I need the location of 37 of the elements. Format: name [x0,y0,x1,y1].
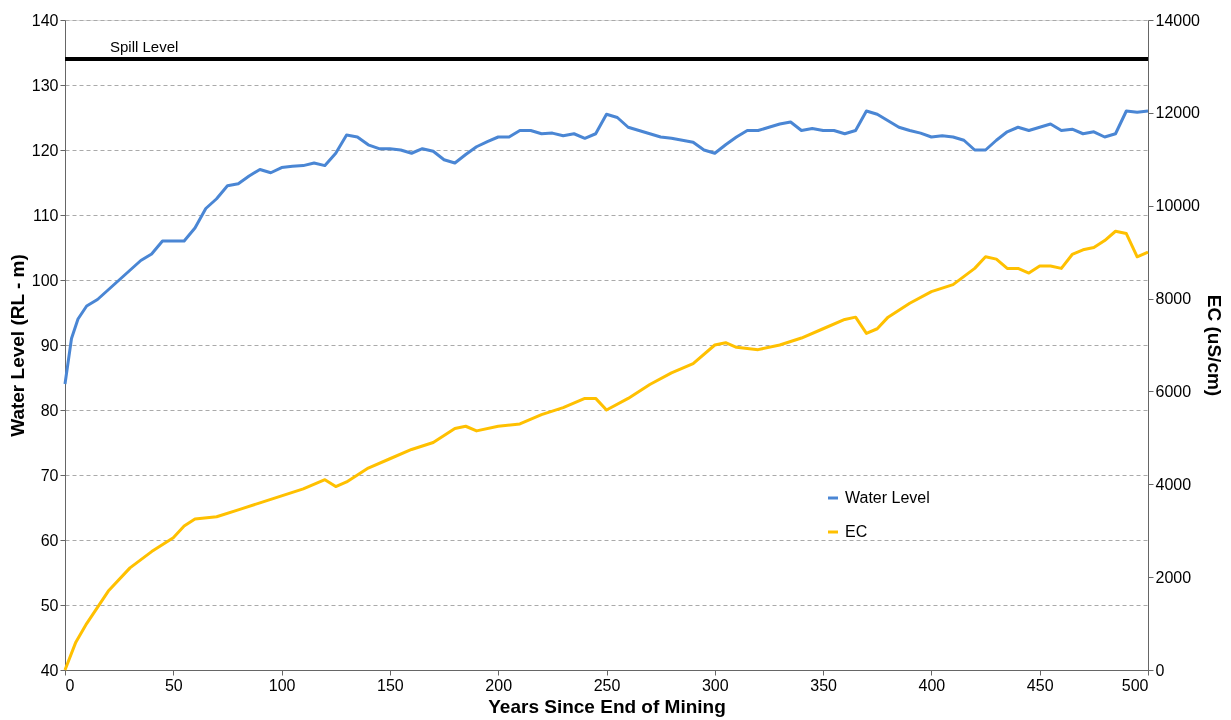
y-axis-title: Water Level (RL - m) [6,254,28,437]
y-tick-label: 100 [31,271,59,289]
y-tick-label: 40 [40,661,59,679]
x-tick-label: 300 [701,676,729,694]
y-tick-label: 60 [40,531,59,549]
y-tick-label: 50 [40,596,59,614]
y2-tick-label: 10000 [1155,197,1201,215]
x-tick-label: 450 [1026,676,1054,694]
x-tick-label: 500 [1121,676,1149,694]
x-tick-label: 0 [65,676,75,694]
line-series [63,109,1150,386]
y2-tick-label: 12000 [1155,104,1201,122]
y2-tick-label: 2000 [1155,568,1192,586]
y2-tick-label: 14000 [1155,11,1201,29]
y2-tick-label: 4000 [1155,475,1192,493]
x-tick-label: 200 [485,676,513,694]
y-tick-label: 130 [31,76,59,94]
ref-line-label: Spill Level [110,38,179,55]
y-tick-label: 140 [31,11,59,29]
x-tick-label: 50 [164,676,183,694]
x-tick-label: 100 [268,676,296,694]
x-tick-label: 150 [377,676,404,694]
y2-axis-title: EC (uS/cm) [1203,294,1225,397]
x-tick-label: 250 [593,676,621,694]
y-tick-label: 80 [40,401,59,419]
x-axis-title: Years Since End of Mining [488,695,726,717]
x-tick-label: 400 [918,676,946,694]
y2-tick-label: 0 [1155,661,1165,679]
y-tick-label: 90 [40,336,59,354]
y2-tick-label: 8000 [1155,290,1192,308]
y-tick-label: 110 [32,206,59,224]
y-tick-label: 70 [40,466,59,484]
legend-label: Water Level [845,489,930,506]
y-tick-label: 120 [31,141,59,159]
legend-label: EC [845,523,868,540]
x-tick-label: 350 [810,676,838,694]
y2-tick-label: 6000 [1155,382,1192,400]
